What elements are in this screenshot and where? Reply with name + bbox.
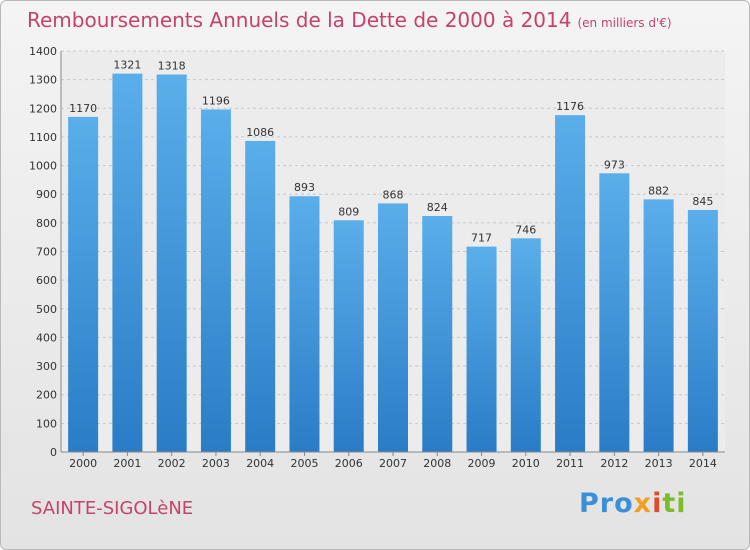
x-tick-label: 2012 xyxy=(600,457,628,470)
y-tick-label: 500 xyxy=(36,303,57,316)
x-tick-label: 2004 xyxy=(246,457,274,470)
bar xyxy=(200,109,231,452)
bar-value-label: 1321 xyxy=(113,59,141,72)
bar-value-label: 746 xyxy=(515,223,536,236)
bar-value-label: 1318 xyxy=(158,59,186,72)
bar xyxy=(68,116,99,452)
x-tick-label: 2011 xyxy=(556,457,584,470)
y-tick-label: 800 xyxy=(36,217,57,230)
bar-value-label: 973 xyxy=(604,158,625,171)
x-tick-label: 2010 xyxy=(512,457,540,470)
x-tick-label: 2005 xyxy=(290,457,318,470)
bar-value-label: 1196 xyxy=(202,94,230,107)
x-tick-label: 2009 xyxy=(468,457,496,470)
y-tick-label: 100 xyxy=(36,417,57,430)
bar-value-label: 868 xyxy=(383,188,404,201)
logo-part: x xyxy=(633,488,653,519)
y-tick-label: 1000 xyxy=(29,160,57,173)
bar-value-label: 809 xyxy=(338,205,359,218)
chart-title-text: Remboursements Annuels de la Dette de 20… xyxy=(27,8,572,32)
bar-value-label: 717 xyxy=(471,232,492,245)
bar xyxy=(510,238,541,452)
bar-value-label: 845 xyxy=(692,195,713,208)
y-tick-label: 700 xyxy=(36,246,57,259)
bars-group: 1170 1321 1318 1196 1086 893 809 868 824 717 746 11… xyxy=(68,59,718,452)
x-tick-label: 2013 xyxy=(645,457,673,470)
y-tick-label: 1300 xyxy=(29,74,57,87)
y-tick-label: 300 xyxy=(36,360,57,373)
y-tick-label: 200 xyxy=(36,389,57,402)
axes-group: 0 100 200 300 400 500 600 700 800 900 1000 1100 1200… xyxy=(29,45,725,470)
y-tick-label: 1200 xyxy=(29,102,57,115)
y-tick-label: 0 xyxy=(50,446,57,459)
y-tick-label: 1100 xyxy=(29,131,57,144)
logo-part: Pro xyxy=(579,488,634,519)
y-tick-label: 600 xyxy=(36,274,57,287)
bar xyxy=(245,140,276,452)
bar xyxy=(643,199,674,452)
bar xyxy=(378,203,408,452)
x-tick-label: 2001 xyxy=(113,457,141,470)
chart-title: Remboursements Annuels de la Dette de 20… xyxy=(27,8,672,32)
chart-subtitle: (en milliers d'€) xyxy=(577,16,672,30)
bar-value-label: 1086 xyxy=(246,126,274,139)
bar xyxy=(466,246,497,452)
logo-part: i xyxy=(652,488,663,519)
y-tick-label: 400 xyxy=(36,331,57,344)
x-tick-label: 2014 xyxy=(689,457,717,470)
x-tick-label: 2008 xyxy=(423,457,451,470)
bar xyxy=(289,196,320,452)
bar-value-label: 1170 xyxy=(69,102,97,115)
x-tick-label: 2003 xyxy=(202,457,230,470)
city-name: SAINTE-SIGOLèNE xyxy=(31,498,194,519)
logo-part: ti xyxy=(662,488,687,519)
bar-value-label: 882 xyxy=(648,184,669,197)
bar-value-label: 824 xyxy=(427,201,448,214)
bar-value-label: 893 xyxy=(294,181,315,194)
x-tick-label: 2007 xyxy=(379,457,407,470)
bar xyxy=(599,173,630,452)
bar xyxy=(112,73,143,452)
bar xyxy=(333,220,364,452)
bar-value-label: 1176 xyxy=(556,100,584,113)
y-tick-label: 900 xyxy=(36,188,57,201)
bar xyxy=(555,115,586,452)
x-tick-label: 2006 xyxy=(335,457,363,470)
bar xyxy=(156,74,187,452)
y-tick-label: 1400 xyxy=(29,45,57,58)
proxiti-logo[interactable]: Proxiti xyxy=(579,488,687,519)
bar xyxy=(422,215,453,452)
x-tick-label: 2000 xyxy=(69,457,97,470)
bar xyxy=(687,209,718,452)
x-tick-label: 2002 xyxy=(158,457,186,470)
